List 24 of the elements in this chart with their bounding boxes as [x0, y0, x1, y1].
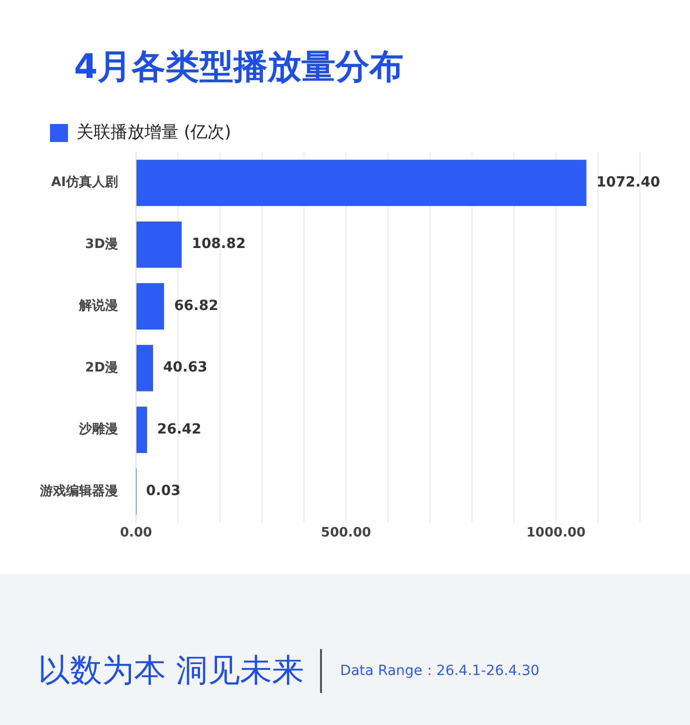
legend-label: 关联播放增量 (亿次): [76, 122, 232, 142]
y-tick-label: 2D漫: [85, 360, 118, 376]
y-tick-label: 解说漫: [78, 298, 118, 314]
x-tick-label: 0.00: [120, 526, 152, 541]
x-tick-label: 1000.00: [526, 526, 586, 541]
y-tick-label: AI仿真人剧: [51, 175, 118, 190]
text: 以数为本 洞见未来: [38, 648, 322, 692]
chart-title: 4月各类型播放量分布: [73, 46, 405, 89]
y-tick-label: 沙雕漫: [78, 422, 118, 438]
bar: [136, 221, 182, 268]
y-tick-label: 游戏编辑器漫: [39, 482, 118, 499]
text: 40.63: [163, 360, 208, 376]
bar: [136, 160, 586, 206]
text: 108.82: [192, 236, 246, 252]
x-tick-label: 500.00: [320, 526, 372, 541]
text: Data Range：26.4.1-26.4.30: [340, 662, 540, 680]
text: 66.82: [174, 298, 218, 314]
text: 1072.40: [596, 174, 660, 191]
bar: [136, 406, 148, 453]
bar: [136, 283, 164, 330]
bar: [136, 344, 154, 392]
text: 0.03: [146, 483, 181, 500]
text: 26.42: [157, 421, 202, 438]
y-tick-label: 3D漫: [85, 236, 118, 252]
